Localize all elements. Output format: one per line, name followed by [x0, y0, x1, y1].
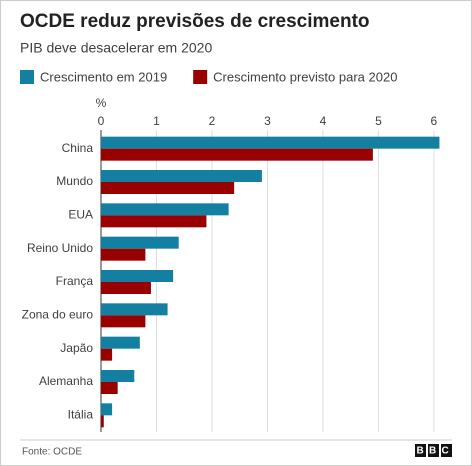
bar	[101, 336, 140, 349]
x-tick-label: 4	[320, 114, 327, 128]
bar	[101, 182, 235, 194]
x-tick-label: 6	[431, 114, 438, 128]
legend-swatch	[193, 70, 208, 84]
x-tick-label: 3	[264, 114, 271, 128]
category-label: Reino Unido	[27, 241, 93, 255]
bar	[101, 148, 373, 161]
x-tick-label: 5	[375, 114, 382, 128]
category-label: China	[62, 141, 94, 155]
x-tick-label: 0	[98, 114, 105, 128]
bar	[101, 415, 104, 428]
source: Fonte: OCDE	[22, 447, 82, 458]
bar	[101, 403, 113, 416]
bar	[101, 203, 229, 216]
category-label: Alemanha	[39, 374, 93, 388]
legend-label: Crescimento previsto para 2020	[213, 69, 397, 84]
bar	[101, 348, 113, 361]
logo-text: BBC	[417, 446, 455, 457]
bar	[101, 282, 151, 294]
category-label: Itália	[68, 408, 94, 422]
bar	[101, 303, 168, 316]
category-label: EUA	[68, 208, 93, 222]
bar	[101, 170, 262, 182]
logo-box	[415, 444, 426, 457]
bar	[101, 382, 118, 394]
legend-swatch	[20, 70, 34, 84]
bar	[101, 236, 179, 249]
logo: BBC	[415, 444, 455, 457]
bar	[101, 370, 135, 382]
x-tick-label: 2	[209, 114, 216, 128]
category-label: Zona do euro	[22, 308, 94, 322]
bar	[101, 270, 174, 282]
logo-box	[428, 444, 439, 457]
chart-subtitle: PIB deve desacelerar em 2020	[20, 40, 212, 56]
chart-title: OCDE reduz previsões de crescimento	[20, 11, 370, 32]
axis-label: %	[96, 96, 107, 110]
legend-label: Crescimento em 2019	[40, 69, 167, 84]
x-tick-label: 1	[153, 114, 160, 128]
bar	[101, 315, 146, 328]
bar	[101, 215, 207, 228]
logo-box	[441, 444, 452, 457]
category-label: Mundo	[56, 174, 93, 188]
bar	[101, 136, 440, 149]
category-label: Japão	[60, 341, 93, 355]
category-label: França	[56, 274, 94, 288]
bar	[101, 248, 146, 261]
